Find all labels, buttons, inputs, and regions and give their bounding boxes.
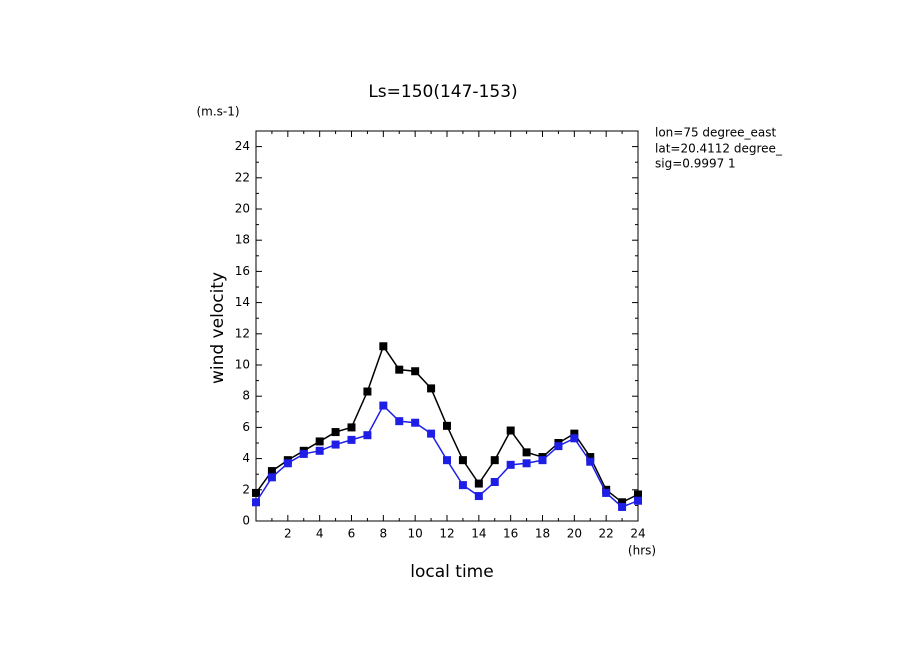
data-point [395,365,404,374]
x-tick-label: 6 [348,527,356,541]
data-point [267,467,276,476]
data-point [490,456,499,465]
data-point [299,449,308,458]
data-point [570,429,579,438]
x-tick-label: 4 [316,527,324,541]
data-point [363,431,372,440]
x-unit: (hrs) [628,544,656,558]
x-tick-label: 16 [503,527,518,541]
y-unit: (m.s-1) [196,105,239,119]
y-tick-label: 22 [235,170,250,184]
data-point [443,456,451,465]
y-tick-label: 2 [242,482,250,496]
data-point [427,384,436,393]
data-point [363,387,372,396]
y-tick-label: 14 [235,295,250,309]
y-tick-label: 20 [235,202,250,216]
data-point [411,367,420,376]
y-tick-label: 0 [242,514,250,528]
y-tick-label: 10 [235,358,250,372]
data-point [267,473,276,482]
y-axis-label: wind velocity [208,272,228,384]
data-point [602,488,611,497]
data-point [618,498,627,507]
data-point [331,440,340,449]
y-tick-label: 16 [235,264,250,278]
data-point [443,421,451,430]
data-point [634,496,642,505]
data-point [315,446,324,455]
annotation: lat=20.4112 degree_ [655,142,783,156]
y-tick-label: 12 [235,326,250,340]
data-point [586,453,595,462]
data-point [570,434,579,443]
x-tick-label: 20 [567,527,582,541]
data-point [490,478,499,486]
data-point [315,437,324,446]
data-point [252,488,260,497]
x-tick-label: 10 [408,527,423,541]
data-point [427,429,436,438]
annotation: lon=75 degree_east [655,126,776,140]
data-point [506,460,515,469]
data-point [522,448,531,457]
data-point [554,442,563,451]
annotation: sig=0.9997 1 [655,157,736,171]
x-axis-label: local time [410,562,493,582]
data-point [331,428,340,437]
data-point [474,479,483,488]
chart-title: Ls=150(147-153) [368,82,517,102]
data-point [634,490,642,499]
data-point [538,456,547,465]
x-tick-label: 12 [439,527,454,541]
data-point [586,457,595,466]
data-point [474,492,483,501]
x-tick-label: 8 [380,527,388,541]
y-tick-label: 18 [235,233,250,247]
data-point [458,456,467,465]
data-point [458,481,467,490]
data-point [283,459,292,468]
x-tick-label: 22 [599,527,614,541]
data-point [506,426,515,435]
x-tick-label: 24 [630,527,645,541]
data-point [411,418,420,427]
data-point [347,435,356,444]
y-tick-label: 8 [242,389,250,403]
data-point [395,417,404,426]
data-point [379,342,388,351]
x-tick-label: 14 [471,527,486,541]
data-point [379,401,388,410]
y-tick-label: 6 [242,420,250,434]
x-tick-label: 18 [535,527,550,541]
data-point [347,423,356,432]
y-tick-label: 24 [235,139,250,153]
y-tick-label: 4 [242,451,250,465]
data-point [618,502,627,511]
x-tick-label: 2 [284,527,292,541]
data-point [252,498,260,507]
data-point [522,459,531,468]
